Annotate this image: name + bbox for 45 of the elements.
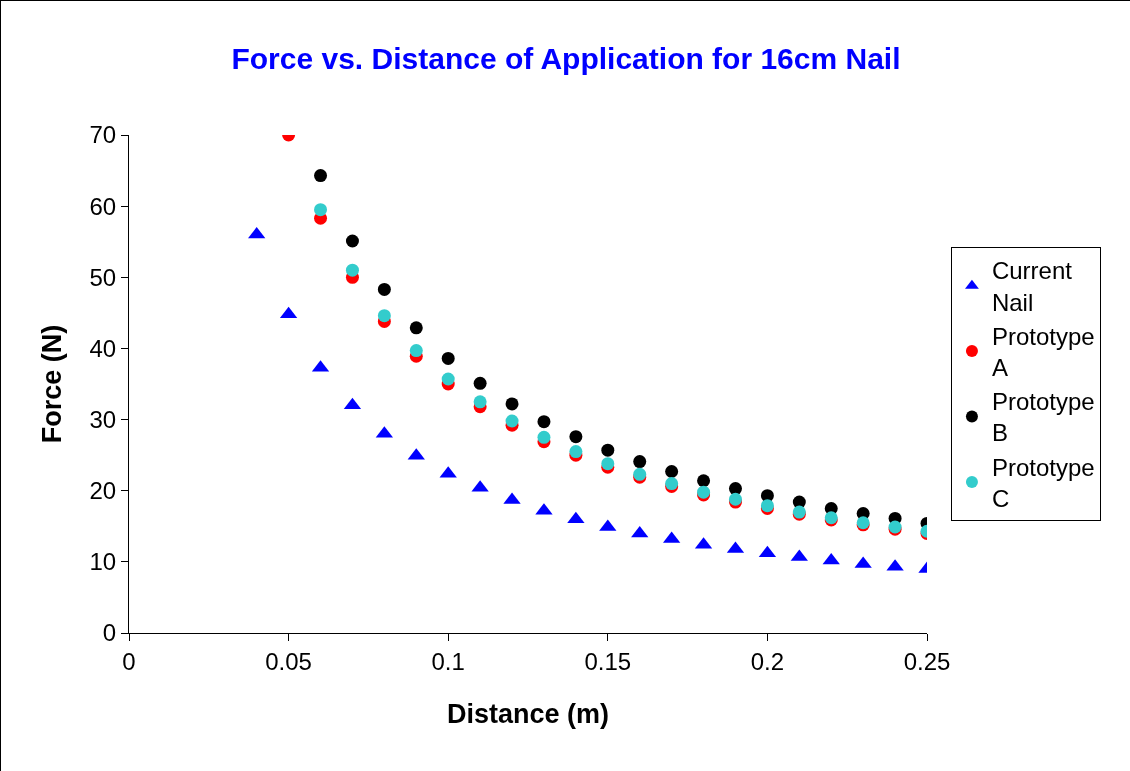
point — [697, 474, 711, 488]
point — [345, 234, 359, 248]
legend-label: Prototype A — [991, 322, 1095, 382]
y-tick-label: 60 — [89, 192, 117, 220]
point — [441, 372, 455, 386]
point — [569, 430, 583, 444]
y-tick-label: 20 — [89, 477, 117, 505]
point — [505, 414, 519, 428]
legend-label: Prototype B — [991, 388, 1095, 447]
point — [441, 351, 455, 365]
y-tick-label: 10 — [89, 548, 117, 576]
point — [537, 430, 551, 444]
x-tick-label: 0.05 — [265, 647, 312, 675]
x-tick-label: 0.1 — [431, 647, 465, 675]
point — [409, 321, 423, 335]
legend-label: Current Nail — [991, 257, 1073, 316]
point — [409, 344, 423, 358]
point — [505, 397, 519, 411]
point — [633, 455, 647, 469]
point — [314, 169, 328, 183]
point — [473, 376, 487, 390]
x-tick-label: 0.25 — [903, 647, 951, 675]
y-tick-label: 50 — [89, 263, 117, 291]
point — [377, 282, 391, 296]
y-tick-label: 30 — [89, 405, 117, 433]
point — [728, 482, 742, 496]
point — [377, 309, 391, 323]
point — [822, 552, 840, 565]
point — [345, 263, 359, 277]
y-axis-title: Force (N) — [36, 324, 67, 444]
point — [473, 395, 487, 409]
point — [314, 203, 328, 217]
point — [665, 465, 679, 478]
point — [601, 443, 615, 457]
x-tick-label: 0.2 — [750, 647, 785, 675]
y-tick-label: 40 — [89, 334, 117, 362]
y-tick-label: 70 — [89, 121, 117, 149]
x-tick-label: 0.15 — [584, 647, 632, 675]
legend-label: Prototype C — [991, 453, 1095, 512]
chart-title: Force vs. Distance of Application for 16cm Nail — [231, 42, 901, 76]
y-tick-label: 0 — [102, 619, 117, 647]
x-axis-title: Distance (m) — [446, 699, 610, 730]
point — [631, 525, 649, 538]
point — [537, 415, 551, 429]
x-tick-label: 0 — [122, 647, 136, 675]
